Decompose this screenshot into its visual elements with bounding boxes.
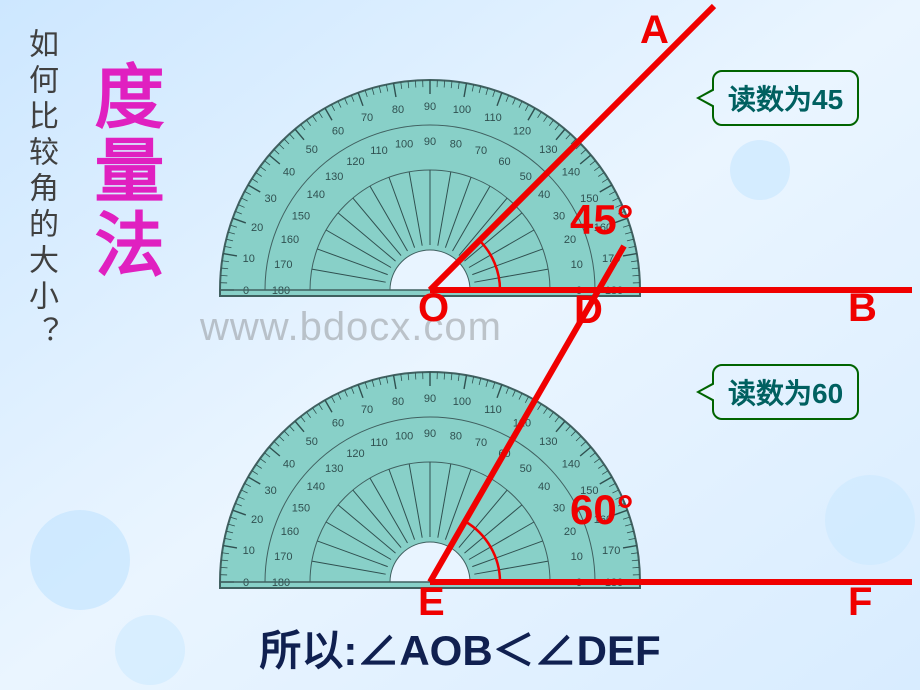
svg-text:110: 110 [370, 145, 388, 157]
svg-text:40: 40 [283, 459, 295, 471]
svg-text:180: 180 [272, 285, 290, 297]
svg-text:80: 80 [392, 104, 404, 116]
svg-text:100: 100 [453, 396, 471, 408]
vertex-label-O: O [418, 286, 449, 331]
svg-text:90: 90 [424, 101, 436, 113]
svg-text:140: 140 [562, 167, 580, 179]
svg-text:70: 70 [475, 145, 487, 157]
svg-text:0: 0 [243, 285, 249, 297]
svg-text:30: 30 [265, 485, 277, 497]
svg-text:120: 120 [346, 156, 364, 168]
svg-text:30: 30 [553, 503, 565, 515]
svg-text:140: 140 [307, 481, 325, 493]
svg-text:50: 50 [520, 171, 532, 183]
svg-text:130: 130 [325, 171, 343, 183]
svg-text:170: 170 [274, 551, 292, 563]
svg-text:10: 10 [571, 551, 583, 563]
svg-text:110: 110 [484, 404, 502, 416]
svg-text:120: 120 [346, 448, 364, 460]
ray-label-B: B [848, 286, 877, 331]
svg-text:100: 100 [395, 138, 413, 150]
svg-text:130: 130 [325, 463, 343, 475]
ray-label-A: A [640, 8, 669, 53]
svg-text:40: 40 [538, 189, 550, 201]
svg-text:110: 110 [370, 437, 388, 449]
svg-text:50: 50 [520, 463, 532, 475]
ray-label-D: D [574, 288, 603, 333]
watermark: www.bdocx.com [200, 305, 502, 350]
reading-callout-top: 读数为45 [712, 70, 859, 126]
svg-text:50: 50 [306, 144, 318, 156]
svg-text:180: 180 [272, 577, 290, 589]
svg-text:150: 150 [292, 211, 310, 223]
svg-text:160: 160 [281, 234, 299, 246]
svg-text:170: 170 [602, 545, 620, 557]
svg-text:0: 0 [243, 577, 249, 589]
angle-value-bottom: 60° [570, 486, 634, 534]
svg-text:10: 10 [571, 259, 583, 271]
svg-text:80: 80 [450, 138, 462, 150]
svg-text:110: 110 [484, 112, 502, 124]
svg-text:40: 40 [538, 481, 550, 493]
svg-text:70: 70 [361, 112, 373, 124]
svg-text:20: 20 [251, 514, 263, 526]
svg-text:40: 40 [283, 167, 295, 179]
svg-text:30: 30 [553, 211, 565, 223]
svg-text:30: 30 [265, 193, 277, 205]
svg-text:150: 150 [292, 503, 310, 515]
svg-text:90: 90 [424, 393, 436, 405]
svg-text:50: 50 [306, 436, 318, 448]
svg-text:60: 60 [498, 156, 510, 168]
svg-text:120: 120 [513, 126, 531, 138]
svg-text:100: 100 [395, 430, 413, 442]
svg-text:90: 90 [424, 136, 436, 148]
svg-text:100: 100 [453, 104, 471, 116]
svg-text:60: 60 [332, 126, 344, 138]
svg-text:60: 60 [332, 418, 344, 430]
conclusion-text: 所以:∠AOB＜∠DEF [0, 617, 920, 678]
svg-text:160: 160 [281, 526, 299, 538]
svg-text:70: 70 [361, 404, 373, 416]
svg-text:10: 10 [243, 545, 255, 557]
svg-text:130: 130 [539, 144, 557, 156]
svg-text:140: 140 [562, 459, 580, 471]
svg-text:20: 20 [251, 222, 263, 234]
reading-callout-bottom: 读数为60 [712, 364, 859, 420]
svg-text:70: 70 [475, 437, 487, 449]
svg-text:80: 80 [450, 430, 462, 442]
svg-text:10: 10 [243, 253, 255, 265]
svg-text:90: 90 [424, 428, 436, 440]
angle-value-top: 45° [570, 196, 634, 244]
svg-text:170: 170 [274, 259, 292, 271]
svg-text:140: 140 [307, 189, 325, 201]
svg-text:80: 80 [392, 396, 404, 408]
svg-text:130: 130 [539, 436, 557, 448]
